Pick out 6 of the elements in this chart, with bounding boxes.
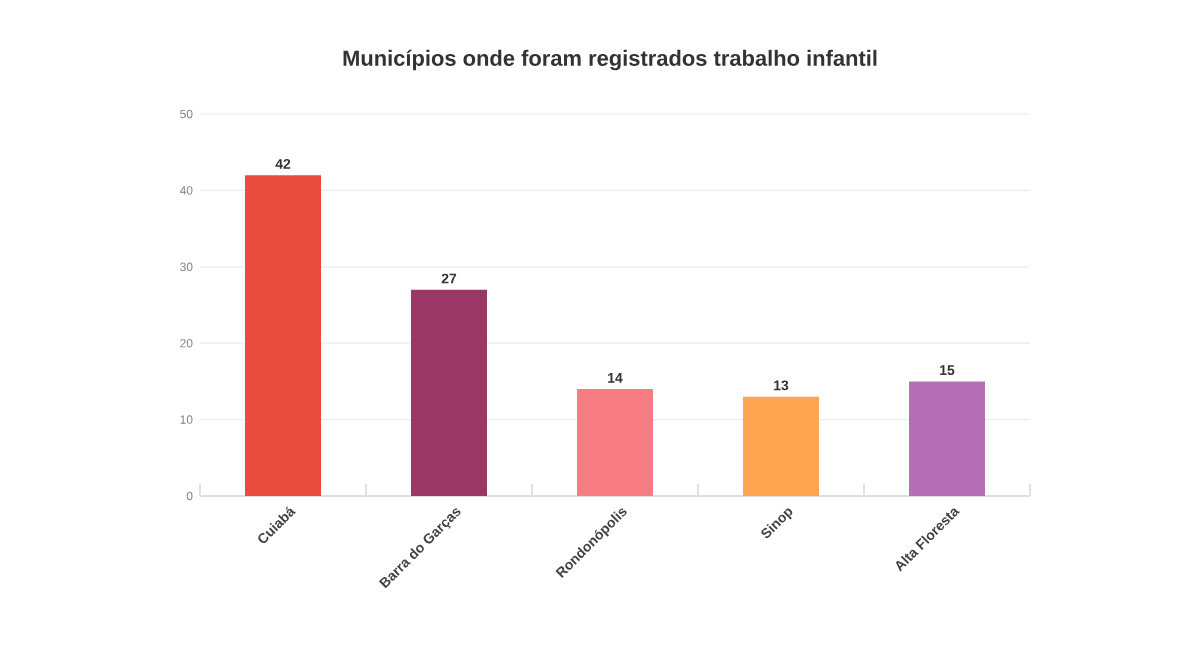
bar bbox=[909, 381, 985, 496]
bar bbox=[577, 389, 653, 496]
bar bbox=[411, 289, 487, 496]
bar bbox=[743, 396, 819, 496]
bar bbox=[245, 175, 321, 496]
chart-title: Municípios onde foram registrados trabalho infantil bbox=[343, 49, 877, 71]
